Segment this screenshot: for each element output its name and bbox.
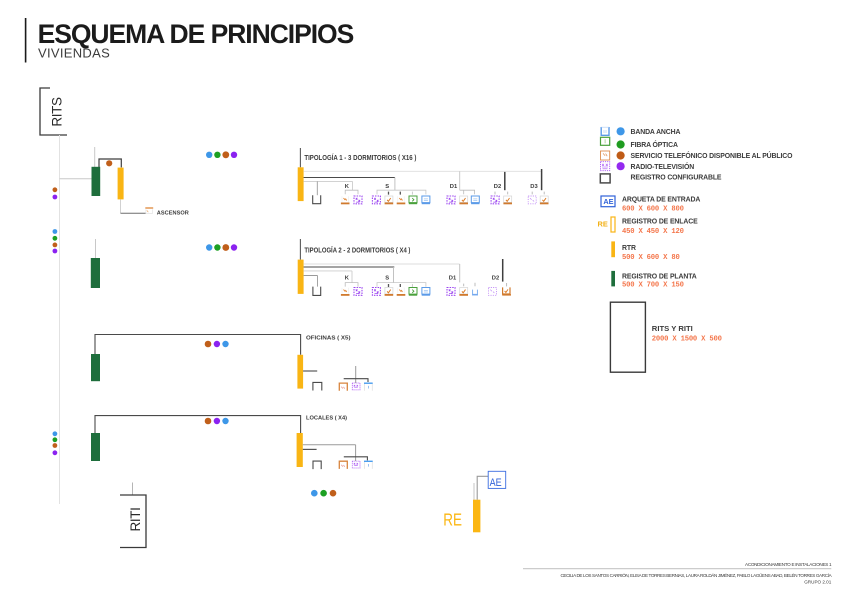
svg-text:REGISTRO CONFIGURABLE: REGISTRO CONFIGURABLE	[631, 175, 722, 182]
svg-text:FIBRA ÓPTICA: FIBRA ÓPTICA	[631, 140, 678, 149]
svg-text:AE: AE	[490, 477, 502, 489]
svg-text:K: K	[345, 276, 350, 282]
svg-text:GRUPO 2.01: GRUPO 2.01	[804, 580, 832, 585]
svg-text:K: K	[345, 184, 350, 190]
svg-text:RITS: RITS	[50, 97, 65, 127]
svg-text:SERVICIO TELEFÓNICO DISPONIBLE: SERVICIO TELEFÓNICO DISPONIBLE AL PÚBLIC…	[631, 151, 794, 160]
svg-text:TIPOLOGÍA 1 - 3 DORMITORIOS (: TIPOLOGÍA 1 - 3 DORMITORIOS ( X16 )	[304, 153, 417, 162]
svg-text:OFICINAS ( X5): OFICINAS ( X5)	[306, 336, 351, 342]
svg-text:ARQUETA DE ENTRADA: ARQUETA DE ENTRADA	[622, 196, 700, 203]
svg-text:BANDA ANCHA: BANDA ANCHA	[631, 129, 681, 136]
svg-text:S: S	[385, 184, 389, 190]
svg-text:2000 X 1500 X 500: 2000 X 1500 X 500	[652, 336, 722, 344]
svg-text:D1: D1	[450, 184, 458, 190]
svg-text:ASCENSOR: ASCENSOR	[157, 210, 189, 216]
svg-text:D1: D1	[449, 276, 457, 282]
svg-text:RITI: RITI	[128, 508, 143, 532]
svg-text:TIPOLOGÍA 2 - 2 DORMITORIOS (: TIPOLOGÍA 2 - 2 DORMITORIOS ( X4 )	[304, 245, 411, 254]
svg-text:D3: D3	[530, 184, 538, 190]
svg-text:ESQUEMA DE PRINCIPIOS: ESQUEMA DE PRINCIPIOS	[38, 19, 354, 49]
svg-text:RTR: RTR	[622, 245, 636, 252]
svg-text:500 X 700 X 150: 500 X 700 X 150	[622, 282, 684, 290]
svg-text:D2: D2	[492, 276, 499, 282]
svg-text:REGISTRO DE ENLACE: REGISTRO DE ENLACE	[622, 218, 698, 225]
svg-text:S: S	[385, 276, 389, 282]
svg-text:ACONDICIONAMIENTO E INSTALACIO: ACONDICIONAMIENTO E INSTALACIONES 1	[745, 562, 832, 567]
svg-text:CECILIA DE LOS SANTOS CARRIÓN,: CECILIA DE LOS SANTOS CARRIÓN, ELISA DE …	[560, 572, 832, 578]
svg-text:RE: RE	[443, 509, 462, 529]
svg-text:RADIO-TELEVISIÓN: RADIO-TELEVISIÓN	[631, 162, 695, 171]
svg-text:VIVIENDAS: VIVIENDAS	[38, 46, 110, 61]
svg-text:450 X 450 X 120: 450 X 450 X 120	[622, 228, 684, 236]
svg-text:D2: D2	[494, 184, 501, 190]
svg-text:RITS Y RITI: RITS Y RITI	[652, 326, 693, 333]
svg-text:LOCALES ( X4): LOCALES ( X4)	[306, 416, 347, 422]
svg-text:AE: AE	[603, 197, 613, 206]
svg-text:REGISTRO DE PLANTA: REGISTRO DE PLANTA	[622, 274, 697, 281]
svg-text:500 X 600 X 80: 500 X 600 X 80	[622, 254, 680, 262]
svg-text:RE: RE	[598, 219, 608, 228]
svg-text:600 X 600 X 800: 600 X 600 X 800	[622, 205, 684, 213]
